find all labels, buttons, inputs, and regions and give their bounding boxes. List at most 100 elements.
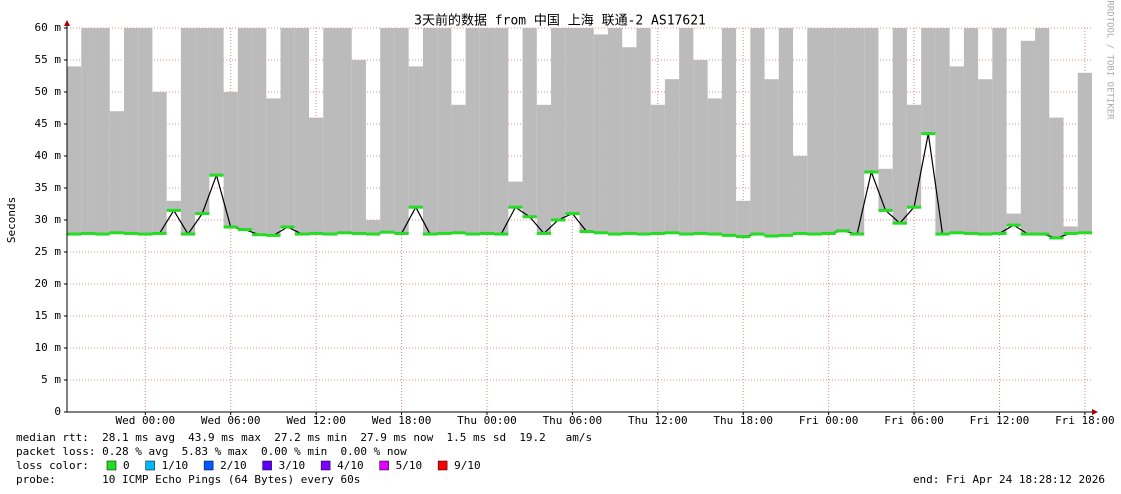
median-point [408, 205, 423, 209]
legend-swatch [203, 460, 214, 471]
smoke-bar [422, 28, 438, 235]
x-tick-label: Wed 06:00 [201, 414, 261, 427]
smoke-bar [650, 104, 665, 234]
median-point [551, 218, 566, 222]
median-point [437, 231, 452, 235]
median-point [95, 232, 110, 236]
y-tick-label: 20 m [35, 277, 62, 290]
smoke-bar [138, 28, 153, 235]
smoke-bar [95, 28, 110, 235]
median-point [422, 232, 438, 236]
smoke-bar [408, 66, 423, 208]
y-tick-label: 60 m [35, 21, 62, 34]
smoke-bar [223, 92, 238, 228]
smoke-bar [479, 28, 495, 234]
plot [67, 28, 1092, 240]
smoke-bar [309, 117, 324, 234]
median-point [123, 231, 139, 235]
x-tick-label: Thu 18:00 [713, 414, 773, 427]
y-tick-label: 0 [54, 405, 61, 418]
median-point [508, 205, 523, 209]
x-tick-label: Thu 12:00 [628, 414, 688, 427]
median-point [81, 231, 96, 235]
legend-label: 9/10 [454, 459, 481, 472]
smoke-bar [522, 28, 537, 217]
median-point [479, 231, 495, 235]
legend-swatch [437, 460, 448, 471]
median-point [921, 132, 936, 136]
median-point [152, 231, 167, 235]
median-point [992, 231, 1007, 235]
smoke-bar [750, 28, 765, 235]
median-point [593, 231, 608, 235]
x-arrow [1092, 409, 1098, 415]
smoke-bar [864, 28, 879, 172]
median-point [793, 231, 808, 235]
smoke-bar [508, 181, 523, 208]
smoke-bar [593, 34, 608, 233]
median-point [337, 231, 352, 235]
smoke-bar [394, 28, 409, 234]
smoke-bar [1020, 40, 1036, 235]
smoke-bar [664, 79, 680, 233]
median-point [607, 232, 623, 236]
median-point [309, 231, 324, 235]
smoke-bar [195, 28, 210, 214]
smoke-bar [935, 28, 950, 235]
smoke-bar [1035, 28, 1050, 235]
smoke-bar [807, 28, 822, 235]
x-tick-label: Wed 00:00 [115, 414, 175, 427]
smoke-bar [365, 220, 381, 235]
median-point [878, 208, 893, 212]
y-tick-label: 5 m [41, 373, 61, 386]
median-point [707, 232, 722, 236]
median-point [252, 233, 267, 237]
smoke-bar [451, 104, 466, 233]
median-point [536, 231, 552, 235]
smoke-bar [465, 28, 480, 235]
smoke-bar [294, 28, 310, 235]
probe: probe: 10 ICMP Echo Pings (64 Bytes) eve… [16, 473, 360, 486]
smoke-bar [949, 66, 964, 233]
median-point [1035, 232, 1050, 236]
smoke-bar [607, 28, 623, 235]
smoke-bar [166, 200, 181, 211]
smoke-bar [565, 28, 580, 214]
legend-label: 2/10 [220, 459, 247, 472]
smoke-bar [252, 28, 267, 235]
y-tick-label: 50 m [35, 85, 62, 98]
smoke-bar [963, 28, 979, 234]
median-point [380, 230, 395, 234]
median-point [195, 212, 210, 216]
y-tick-label: 30 m [35, 213, 62, 226]
x-tick-label: Wed 12:00 [286, 414, 346, 427]
median-point [864, 170, 879, 174]
smoke-bar [337, 28, 352, 233]
median-point [821, 231, 836, 235]
smoke-bar [579, 28, 594, 232]
median-point [935, 232, 950, 236]
median-point [522, 215, 537, 219]
smoke-bar [721, 28, 737, 236]
smoke-bar [992, 28, 1007, 234]
median-point [1006, 223, 1021, 227]
smoke-bar [109, 111, 124, 233]
median-point [1077, 231, 1092, 235]
smoke-bar [551, 28, 566, 220]
smoke-bar [978, 79, 993, 235]
median-point [721, 233, 737, 237]
legend-swatch [320, 460, 331, 471]
stats-rtt: median rtt: 28.1 ms avg 43.9 ms max 27.2… [16, 431, 592, 444]
x-tick-label: Wed 18:00 [372, 414, 432, 427]
median-point [978, 232, 993, 236]
smoke-bar [921, 28, 936, 134]
smoke-bar [1077, 72, 1092, 233]
legend-label: 1/10 [162, 459, 189, 472]
median-point [906, 205, 922, 209]
smoke-bar [835, 28, 850, 231]
median-point [465, 232, 480, 236]
smoke-bar [380, 28, 395, 233]
median-point [807, 232, 822, 236]
chart-title: 3天前的数据 from 中国 上海 联通-2 AS17621 [414, 13, 706, 29]
y-tick-label: 15 m [35, 309, 62, 322]
